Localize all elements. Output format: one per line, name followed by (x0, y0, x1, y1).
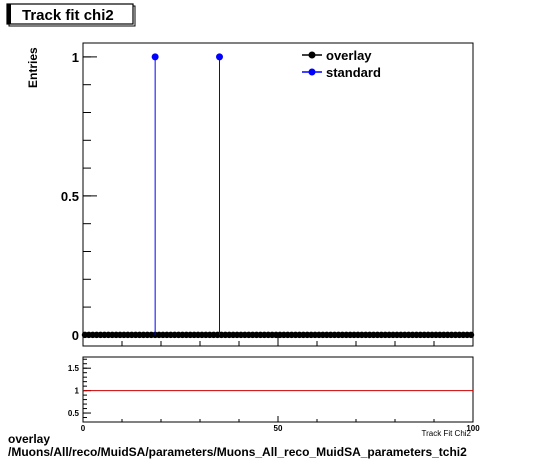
legend-entry-standard: standard (302, 65, 381, 80)
ratio-y-tick-label: 1 (75, 387, 80, 396)
y-tick-label: 1 (72, 50, 79, 65)
y-axis-label: Entries (26, 47, 40, 88)
main-y-axis: 00.51 (61, 50, 97, 343)
main-series (81, 53, 475, 339)
main-plot: 00.51 Entries (26, 42, 475, 347)
footer-line-2: /Muons/All/reco/MuidSA/parameters/Muons_… (8, 445, 467, 459)
y-tick-label: 0.5 (61, 189, 79, 204)
ratio-x-tick-label: 0 (81, 424, 86, 433)
chart-title: Track fit chi2 (22, 7, 114, 24)
main-x-axis (82, 337, 474, 346)
ratio-x-tick-label: 50 (274, 424, 283, 433)
ratio-x-tick-label: 100 (466, 424, 480, 433)
main-plot-frame (82, 42, 474, 347)
footer-line-1: overlay (8, 432, 51, 446)
ratio-plot: 0.5 1 1.5 0 50 100 Track Fit Chi2 (68, 356, 480, 438)
ratio-y-tick-label: 0.5 (68, 409, 80, 418)
standard-point (216, 53, 223, 61)
y-tick-label: 0 (72, 328, 79, 343)
ratio-x-axis: 0 50 100 (81, 416, 480, 433)
standard-point (151, 53, 159, 61)
legend-label-overlay: overlay (326, 48, 372, 63)
overlay-point (467, 331, 475, 339)
legend-marker-standard (308, 68, 316, 76)
legend: overlay standard (302, 48, 381, 80)
legend-entry-overlay: overlay (302, 48, 372, 63)
ratio-y-axis: 0.5 1 1.5 (68, 358, 91, 418)
ratio-plot-frame (82, 356, 474, 423)
title-box: Track fit chi2 (6, 3, 136, 27)
legend-label-standard: standard (326, 65, 381, 80)
legend-marker-overlay (308, 51, 316, 59)
x-axis-label: Track Fit Chi2 (422, 429, 472, 438)
ratio-y-tick-label: 1.5 (68, 364, 80, 373)
